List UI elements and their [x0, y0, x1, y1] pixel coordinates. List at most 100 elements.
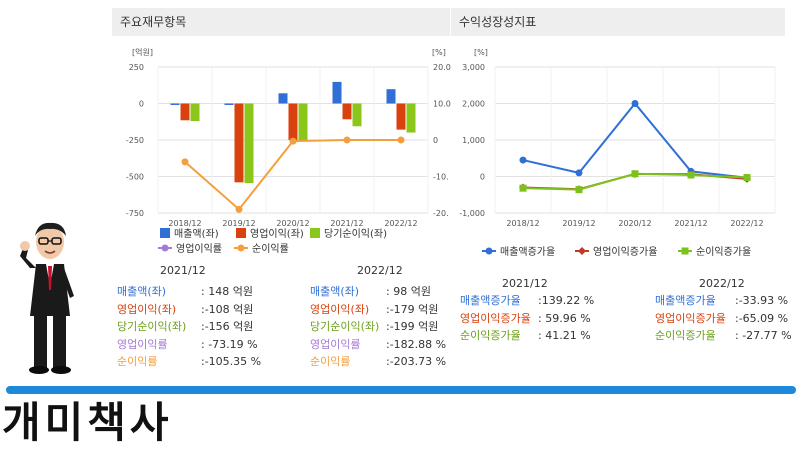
- bar-2-4: [406, 103, 416, 133]
- stat-row: 영업이익률: -73.19 %: [117, 336, 258, 352]
- profitability-growth-chart: [%] 3,000 2,000 1,000 0 -1,000 2018/12 2019/12 2…: [459, 48, 776, 258]
- stat-row: 순이익증가율 : 41.21 %: [460, 327, 591, 343]
- stat-label: 순이익증가율: [460, 329, 521, 342]
- line-point-2-3: [687, 171, 695, 179]
- stat-label: 순이익률: [117, 355, 158, 368]
- stat-label: 순이익증가율: [655, 329, 716, 342]
- divider-bar: [6, 386, 796, 394]
- right-stats-year-2: 2022/12: [699, 277, 745, 290]
- legend-marker: [578, 247, 586, 255]
- stat-value: :-156 억원: [201, 320, 254, 333]
- stat-row: 매출액(좌): 98 억원: [310, 283, 431, 299]
- line-point-2-1: [575, 186, 583, 194]
- bar-1-4: [396, 103, 406, 130]
- bar-2-0: [190, 103, 200, 122]
- line-series-1: [184, 139, 401, 211]
- stat-value: :-179 억원: [386, 302, 439, 316]
- line-point-1-4: [397, 136, 405, 144]
- legend-marker: [485, 247, 493, 255]
- stat-label: 당기순이익(좌): [117, 320, 187, 333]
- stat-row: 순이익증가율 : -27.77 %: [655, 327, 792, 343]
- right-axis-unit: [%]: [432, 48, 446, 57]
- bar-2-1: [244, 103, 254, 184]
- x-tick-label: 2018/12: [506, 219, 539, 228]
- left-stats-year-2: 2022/12: [357, 264, 403, 277]
- left-stats-year-1: 2021/12: [160, 264, 206, 277]
- legend-swatch: [236, 228, 246, 238]
- x-tick-label: 2019/12: [222, 219, 255, 228]
- bar-2-2: [298, 103, 308, 141]
- stat-value: :-33.93 %: [735, 294, 789, 307]
- left-tick-label: -750: [126, 209, 144, 218]
- x-tick-label: 2022/12: [384, 219, 417, 228]
- left-axis-unit: [억원]: [132, 47, 153, 57]
- bar-0-0: [170, 103, 180, 105]
- stat-row: 당기순이익(좌) :-199 억원: [310, 318, 438, 334]
- left-tick-label: -250: [126, 136, 144, 145]
- line-series-0: [522, 101, 748, 179]
- stat-value: : -73.19 %: [201, 337, 258, 351]
- stat-value: : 59.96 %: [538, 311, 591, 325]
- bar-1-2: [288, 103, 298, 140]
- x-tick-label: 2019/12: [562, 219, 595, 228]
- y-tick-label: 0: [480, 173, 485, 182]
- stat-row: 영업이익증가율 : 59.96 %: [460, 310, 591, 326]
- stat-value: :-108 억원: [201, 302, 254, 316]
- x-tick-label: 2020/12: [618, 219, 651, 228]
- stat-label: 매출액증가율: [655, 294, 716, 307]
- stat-value: :-65.09 %: [735, 311, 789, 325]
- stat-value: : -27.77 %: [735, 329, 792, 342]
- bar-0-2: [278, 93, 288, 104]
- stat-value: :-199 억원: [386, 320, 439, 333]
- stat-row: 매출액증가율:139.22 %: [460, 292, 594, 308]
- right-tick-label: 10.0: [433, 100, 451, 109]
- line-point-0-1: [575, 169, 583, 177]
- y-tick-label: 3,000: [462, 63, 485, 72]
- stat-label: 영업이익증가율: [460, 311, 531, 325]
- stat-value: : 41.21 %: [538, 329, 591, 342]
- stat-row: 매출액증가율 :-33.93 %: [655, 292, 788, 308]
- line-point-2-2: [631, 170, 639, 178]
- financial-items-chart: [억원] [%] 250 0 -250 -500 -750 20.0 10.0 0 -10. -20.…: [126, 47, 451, 255]
- legend-label: 당기순이익(좌): [324, 228, 387, 240]
- line-point-2-4: [743, 174, 751, 182]
- bar-0-3: [332, 81, 342, 104]
- legend-marker: [237, 244, 245, 252]
- legend-swatch: [160, 228, 170, 238]
- stat-row: 당기순이익(좌) :-156 억원: [117, 318, 253, 334]
- bar-0-4: [386, 89, 396, 104]
- line-point-1-1: [235, 205, 243, 213]
- legend-marker: [681, 247, 689, 255]
- y-tick-label: 1,000: [462, 136, 485, 145]
- stat-label: 당기순이익(좌): [310, 320, 380, 333]
- stat-value: :-203.73 %: [386, 355, 447, 368]
- stat-label: 매출액(좌): [117, 285, 167, 298]
- stat-value: :-105.35 %: [201, 355, 262, 368]
- legend-label: 순이익률: [252, 243, 289, 255]
- right-tick-label: 20.0: [433, 63, 451, 72]
- x-tick-label: 2021/12: [674, 219, 707, 228]
- y-tick-label: -1,000: [459, 209, 485, 218]
- stat-label: 영업이익(좌): [310, 302, 370, 316]
- right-tick-label: -10.: [433, 173, 449, 182]
- bar-1-0: [180, 103, 190, 121]
- line-point-2-0: [519, 184, 527, 192]
- stat-row: 순이익률 :-105.35 %: [117, 353, 261, 369]
- legend-label: 매출액증가율: [500, 246, 555, 258]
- legend-label: 영업이익률: [176, 242, 222, 255]
- x-tick-label: 2021/12: [330, 219, 363, 228]
- left-tick-label: -500: [126, 173, 144, 182]
- stat-value: : 148 억원: [201, 285, 253, 298]
- legend-label: 순이익증가율: [696, 246, 751, 258]
- legend-label: 매출액(좌): [174, 228, 219, 240]
- stat-label: 영업이익증가율: [655, 311, 726, 325]
- right-stats-year-1: 2021/12: [502, 277, 548, 290]
- profitability-growth-title: 수익성장성지표: [451, 8, 785, 36]
- y-tick-label: 2,000: [462, 100, 485, 109]
- mascot-illustration: [20, 222, 74, 374]
- financial-items-title: 주요재무항목: [112, 8, 450, 36]
- stat-row: 영업이익증가율 :-65.09 %: [655, 310, 788, 326]
- x-tick-label: 2020/12: [276, 219, 309, 228]
- legend-swatch: [310, 228, 320, 238]
- x-tick-label: 2018/12: [168, 219, 201, 228]
